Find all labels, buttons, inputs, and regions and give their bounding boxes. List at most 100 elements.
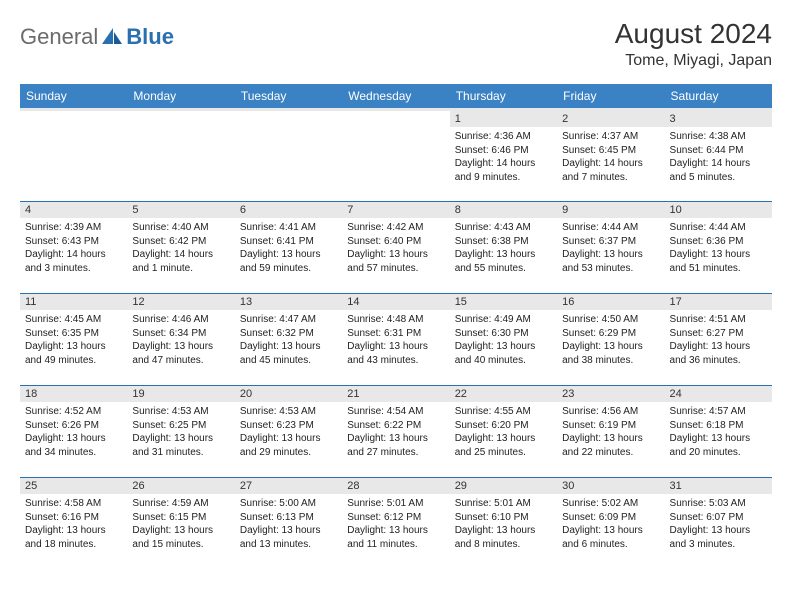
calendar-body: 1Sunrise: 4:36 AMSunset: 6:46 PMDaylight… xyxy=(20,110,772,570)
daylight-line: Daylight: 13 hours and 55 minutes. xyxy=(455,248,552,275)
day-number: 27 xyxy=(235,478,342,494)
sunset-line: Sunset: 6:44 PM xyxy=(670,144,767,158)
calendar-day-cell: 27Sunrise: 5:00 AMSunset: 6:13 PMDayligh… xyxy=(235,478,342,570)
sunset-line: Sunset: 6:27 PM xyxy=(670,327,767,341)
sunrise-line: Sunrise: 4:37 AM xyxy=(562,130,659,144)
day-number: 7 xyxy=(342,202,449,218)
day-details: Sunrise: 4:55 AMSunset: 6:20 PMDaylight:… xyxy=(450,402,557,461)
day-details: Sunrise: 4:36 AMSunset: 6:46 PMDaylight:… xyxy=(450,127,557,186)
sunrise-line: Sunrise: 4:53 AM xyxy=(132,405,229,419)
sunrise-line: Sunrise: 5:01 AM xyxy=(455,497,552,511)
sunrise-line: Sunrise: 5:00 AM xyxy=(240,497,337,511)
day-details: Sunrise: 5:01 AMSunset: 6:12 PMDaylight:… xyxy=(342,494,449,553)
calendar-day-cell: 4Sunrise: 4:39 AMSunset: 6:43 PMDaylight… xyxy=(20,202,127,294)
sunrise-line: Sunrise: 4:42 AM xyxy=(347,221,444,235)
sunset-line: Sunset: 6:13 PM xyxy=(240,511,337,525)
logo: General Blue xyxy=(20,24,174,50)
daylight-line: Daylight: 14 hours and 1 minute. xyxy=(132,248,229,275)
sunset-line: Sunset: 6:38 PM xyxy=(455,235,552,249)
sunset-line: Sunset: 6:34 PM xyxy=(132,327,229,341)
sunset-line: Sunset: 6:19 PM xyxy=(562,419,659,433)
daylight-line: Daylight: 13 hours and 27 minutes. xyxy=(347,432,444,459)
day-details: Sunrise: 4:50 AMSunset: 6:29 PMDaylight:… xyxy=(557,310,664,369)
day-number: 18 xyxy=(20,386,127,402)
sunset-line: Sunset: 6:26 PM xyxy=(25,419,122,433)
sunset-line: Sunset: 6:25 PM xyxy=(132,419,229,433)
day-details: Sunrise: 4:44 AMSunset: 6:36 PMDaylight:… xyxy=(665,218,772,277)
logo-text-blue: Blue xyxy=(126,24,174,50)
calendar-day-cell: 17Sunrise: 4:51 AMSunset: 6:27 PMDayligh… xyxy=(665,294,772,386)
day-number: 16 xyxy=(557,294,664,310)
calendar-week-row: 11Sunrise: 4:45 AMSunset: 6:35 PMDayligh… xyxy=(20,294,772,386)
calendar-day-cell: 22Sunrise: 4:55 AMSunset: 6:20 PMDayligh… xyxy=(450,386,557,478)
daylight-line: Daylight: 14 hours and 3 minutes. xyxy=(25,248,122,275)
sunrise-line: Sunrise: 4:54 AM xyxy=(347,405,444,419)
sunrise-line: Sunrise: 4:53 AM xyxy=(240,405,337,419)
sunrise-line: Sunrise: 4:52 AM xyxy=(25,405,122,419)
daylight-line: Daylight: 13 hours and 11 minutes. xyxy=(347,524,444,551)
sunrise-line: Sunrise: 4:50 AM xyxy=(562,313,659,327)
sunset-line: Sunset: 6:32 PM xyxy=(240,327,337,341)
sunrise-line: Sunrise: 4:56 AM xyxy=(562,405,659,419)
sunset-line: Sunset: 6:31 PM xyxy=(347,327,444,341)
calendar-day-cell: 24Sunrise: 4:57 AMSunset: 6:18 PMDayligh… xyxy=(665,386,772,478)
sunset-line: Sunset: 6:43 PM xyxy=(25,235,122,249)
sunset-line: Sunset: 6:16 PM xyxy=(25,511,122,525)
day-number: 30 xyxy=(557,478,664,494)
calendar-day-cell: 1Sunrise: 4:36 AMSunset: 6:46 PMDaylight… xyxy=(450,110,557,202)
day-details: Sunrise: 4:54 AMSunset: 6:22 PMDaylight:… xyxy=(342,402,449,461)
daylight-line: Daylight: 13 hours and 40 minutes. xyxy=(455,340,552,367)
calendar-day-cell: 31Sunrise: 5:03 AMSunset: 6:07 PMDayligh… xyxy=(665,478,772,570)
day-number: 25 xyxy=(20,478,127,494)
day-number: 9 xyxy=(557,202,664,218)
location-subtitle: Tome, Miyagi, Japan xyxy=(615,52,772,70)
calendar-day-cell xyxy=(235,110,342,202)
title-block: August 2024 Tome, Miyagi, Japan xyxy=(615,18,772,70)
sunset-line: Sunset: 6:42 PM xyxy=(132,235,229,249)
sunset-line: Sunset: 6:40 PM xyxy=(347,235,444,249)
daylight-line: Daylight: 14 hours and 9 minutes. xyxy=(455,157,552,184)
day-details: Sunrise: 4:46 AMSunset: 6:34 PMDaylight:… xyxy=(127,310,234,369)
sunrise-line: Sunrise: 4:58 AM xyxy=(25,497,122,511)
day-details: Sunrise: 4:37 AMSunset: 6:45 PMDaylight:… xyxy=(557,127,664,186)
day-number: 1 xyxy=(450,111,557,127)
sunset-line: Sunset: 6:29 PM xyxy=(562,327,659,341)
day-details: Sunrise: 4:38 AMSunset: 6:44 PMDaylight:… xyxy=(665,127,772,186)
day-details: Sunrise: 5:01 AMSunset: 6:10 PMDaylight:… xyxy=(450,494,557,553)
sunrise-line: Sunrise: 4:36 AM xyxy=(455,130,552,144)
daylight-line: Daylight: 13 hours and 51 minutes. xyxy=(670,248,767,275)
day-details: Sunrise: 4:45 AMSunset: 6:35 PMDaylight:… xyxy=(20,310,127,369)
daylight-line: Daylight: 13 hours and 47 minutes. xyxy=(132,340,229,367)
sunset-line: Sunset: 6:15 PM xyxy=(132,511,229,525)
logo-text-general: General xyxy=(20,24,98,50)
day-number: 11 xyxy=(20,294,127,310)
sunset-line: Sunset: 6:30 PM xyxy=(455,327,552,341)
weekday-header: Saturday xyxy=(665,84,772,110)
day-number: 15 xyxy=(450,294,557,310)
sunset-line: Sunset: 6:07 PM xyxy=(670,511,767,525)
daylight-line: Daylight: 13 hours and 29 minutes. xyxy=(240,432,337,459)
day-number: 31 xyxy=(665,478,772,494)
daylight-line: Daylight: 13 hours and 31 minutes. xyxy=(132,432,229,459)
weekday-header: Thursday xyxy=(450,84,557,110)
sunrise-line: Sunrise: 4:43 AM xyxy=(455,221,552,235)
sunset-line: Sunset: 6:23 PM xyxy=(240,419,337,433)
sunrise-line: Sunrise: 5:01 AM xyxy=(347,497,444,511)
sunset-line: Sunset: 6:20 PM xyxy=(455,419,552,433)
day-number: 14 xyxy=(342,294,449,310)
calendar-day-cell: 9Sunrise: 4:44 AMSunset: 6:37 PMDaylight… xyxy=(557,202,664,294)
day-details: Sunrise: 4:51 AMSunset: 6:27 PMDaylight:… xyxy=(665,310,772,369)
sunset-line: Sunset: 6:45 PM xyxy=(562,144,659,158)
calendar-day-cell: 14Sunrise: 4:48 AMSunset: 6:31 PMDayligh… xyxy=(342,294,449,386)
daylight-line: Daylight: 13 hours and 3 minutes. xyxy=(670,524,767,551)
sunrise-line: Sunrise: 4:39 AM xyxy=(25,221,122,235)
calendar-day-cell: 25Sunrise: 4:58 AMSunset: 6:16 PMDayligh… xyxy=(20,478,127,570)
day-number: 6 xyxy=(235,202,342,218)
day-number: 2 xyxy=(557,111,664,127)
day-details: Sunrise: 4:58 AMSunset: 6:16 PMDaylight:… xyxy=(20,494,127,553)
day-details: Sunrise: 4:44 AMSunset: 6:37 PMDaylight:… xyxy=(557,218,664,277)
calendar-week-row: 18 Sunrise: 4:52 AMSunset: 6:26 PM Dayligh… xyxy=(20,386,772,478)
sunrise-line: Sunrise: 4:46 AM xyxy=(132,313,229,327)
sunset-line: Sunset: 6:36 PM xyxy=(670,235,767,249)
day-number: 29 xyxy=(450,478,557,494)
